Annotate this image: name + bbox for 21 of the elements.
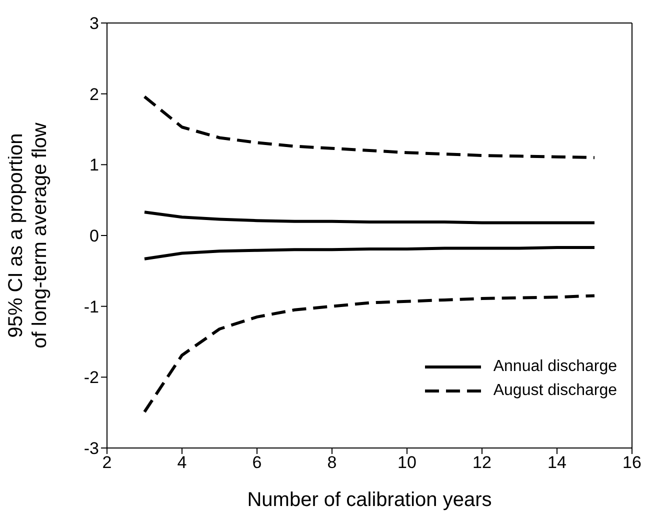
y-tick-label: 0	[90, 226, 99, 246]
y-tick-label: 1	[90, 156, 99, 175]
y-tick-label: -2	[84, 368, 99, 388]
line-series	[143, 95, 596, 160]
x-tick-label: 2	[102, 453, 112, 472]
legend-label: Annual discharge	[493, 358, 617, 376]
x-tick-label: 16	[622, 453, 642, 472]
x-tick-label: 6	[252, 453, 262, 472]
x-tick-label: 14	[548, 453, 566, 472]
y-tick-label: -1	[84, 297, 99, 316]
x-tick-label: 4	[177, 453, 187, 472]
x-tick-label: 12	[472, 453, 492, 472]
line-series	[143, 246, 596, 260]
x-axis-title: Number of calibration years	[247, 489, 492, 511]
legend-label: August discharge	[493, 382, 617, 400]
y-tick-label: 2	[90, 84, 99, 104]
x-tick-label: 10	[398, 453, 416, 472]
line-series	[143, 210, 596, 224]
y-tick-label: -3	[84, 439, 99, 458]
y-tick-label: 3	[90, 14, 99, 34]
x-tick-label: 8	[327, 453, 337, 472]
